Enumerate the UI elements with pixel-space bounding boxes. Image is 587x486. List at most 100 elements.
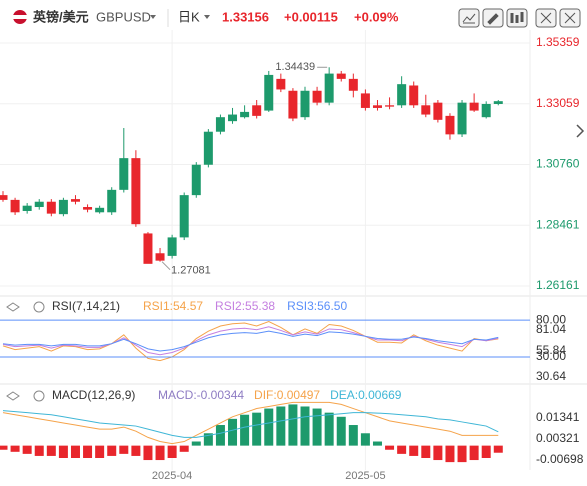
macd-line xyxy=(2,410,499,438)
change: +0.00115 xyxy=(284,9,338,24)
header: 英镑/美元 GBPUSD 日K 1.33156 +0.00115 +0.09% xyxy=(13,8,581,28)
dropdown-icon[interactable] xyxy=(150,15,156,19)
candle-body xyxy=(240,111,250,118)
candle-body xyxy=(83,207,93,210)
panel-title: MACD(12,26,9) xyxy=(52,388,135,402)
candle-body xyxy=(34,201,44,208)
candle-body xyxy=(445,115,455,135)
legend-entry: MACD:-0.00344 xyxy=(158,388,244,402)
macd-bar xyxy=(445,445,455,463)
scale-label: 30.64 xyxy=(536,369,566,383)
max-label: 1.34439 xyxy=(275,61,315,73)
candle-body xyxy=(372,105,382,108)
rsi-line xyxy=(2,321,499,362)
rsi-header: RSI(7,14,21) xyxy=(6,299,120,313)
candle-body xyxy=(433,102,443,120)
y-tick-label: -0.00698 xyxy=(536,452,584,466)
period[interactable]: 日K xyxy=(178,9,200,24)
macd-bar xyxy=(409,445,419,456)
candle-body xyxy=(264,74,274,111)
macd-bar xyxy=(107,445,117,456)
scale-label: 81.04 xyxy=(536,322,566,336)
macd-bar xyxy=(34,445,44,456)
settings-icon[interactable] xyxy=(33,390,45,402)
macd-bar xyxy=(0,445,8,450)
macd-bar xyxy=(276,406,286,446)
icon xyxy=(540,12,552,24)
macd-bar xyxy=(397,445,407,454)
panel-title: RSI(7,14,21) xyxy=(52,299,120,313)
macd-bar xyxy=(191,441,201,446)
macd-bar xyxy=(155,445,165,461)
y-tick-label: 1.33059 xyxy=(536,96,580,110)
macd-bar xyxy=(46,445,56,456)
y-tick-label: 0.00321 xyxy=(536,431,580,445)
macd-bar xyxy=(493,445,503,453)
macd-bar xyxy=(83,445,93,458)
macd-bar xyxy=(312,408,322,446)
expand-arrow[interactable] xyxy=(576,124,585,138)
y-tick-label: 30.00 xyxy=(536,349,566,363)
candle-body xyxy=(167,237,177,256)
x-tick-label: 2025-04 xyxy=(152,470,192,482)
candle-body xyxy=(95,207,105,213)
y-tick-label: 0.01341 xyxy=(536,410,580,424)
candle-body xyxy=(119,158,129,190)
icon xyxy=(487,13,499,25)
candle-body xyxy=(324,73,334,103)
eye-icon[interactable] xyxy=(6,391,20,401)
min-label: 1.27081 xyxy=(171,265,211,277)
legend-entry: RSI3:56.50 xyxy=(287,299,347,313)
pair-name[interactable]: 英镑/美元 xyxy=(32,9,89,24)
legend-entry: RSI2:55.38 xyxy=(215,299,275,313)
candle-body xyxy=(143,233,153,264)
macd-bar xyxy=(70,445,80,458)
legend-entry: DEA:0.00669 xyxy=(330,388,402,402)
candle-body xyxy=(360,93,370,108)
rsi-line xyxy=(2,326,499,356)
rsi-line xyxy=(2,330,499,352)
symbol[interactable]: GBPUSD xyxy=(96,9,151,24)
indicator-button[interactable] xyxy=(458,8,480,28)
macd-bar xyxy=(95,445,105,458)
macd-bar xyxy=(324,412,334,446)
candle-body xyxy=(252,105,262,116)
candle-body xyxy=(203,131,213,165)
legend-entry: RSI1:54.57 xyxy=(143,299,203,313)
dropdown-icon[interactable] xyxy=(204,15,210,19)
candle-body xyxy=(215,117,225,132)
settings-icon[interactable] xyxy=(33,301,45,313)
macd-bar xyxy=(348,425,358,446)
candle-body xyxy=(155,253,165,261)
candle-body xyxy=(10,199,20,213)
candle-body xyxy=(70,199,80,202)
change-pct: +0.09% xyxy=(354,9,399,24)
candle-body xyxy=(312,90,322,103)
candle-body xyxy=(228,114,238,122)
macd-bar xyxy=(372,441,382,446)
eye-icon[interactable] xyxy=(6,302,20,312)
macd-bar xyxy=(433,445,443,461)
candle-body xyxy=(0,195,8,200)
macd-bar xyxy=(481,445,491,458)
candle-body xyxy=(288,90,298,119)
candle-body xyxy=(421,105,431,115)
candle-body xyxy=(131,158,141,225)
macd-bar xyxy=(119,445,129,454)
macd-bar xyxy=(288,404,298,446)
macd-bar xyxy=(58,445,68,458)
candle-body xyxy=(58,199,68,215)
y-tick-label: 80.00 xyxy=(536,312,566,326)
icon xyxy=(510,12,524,23)
macd-line xyxy=(2,401,499,445)
macd-bar xyxy=(22,445,32,454)
macd-bar xyxy=(252,412,262,446)
macd-bar xyxy=(203,433,213,446)
candle-body xyxy=(493,101,503,104)
y-tick-label: 1.28461 xyxy=(536,217,580,231)
y-tick-label: 1.26161 xyxy=(536,278,580,292)
macd-bar xyxy=(131,445,141,456)
macd-bar xyxy=(179,445,189,452)
candle-body xyxy=(46,201,56,214)
